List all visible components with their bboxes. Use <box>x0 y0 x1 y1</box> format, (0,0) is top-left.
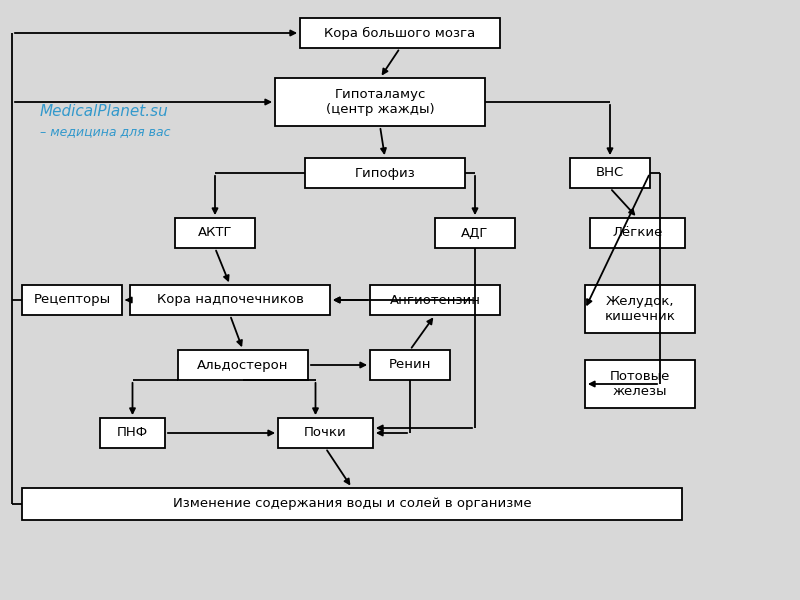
FancyBboxPatch shape <box>22 285 122 315</box>
Text: Гипофиз: Гипофиз <box>354 166 415 179</box>
Text: Изменение содержания воды и солей в организме: Изменение содержания воды и солей в орга… <box>173 497 531 511</box>
FancyBboxPatch shape <box>585 360 695 408</box>
FancyBboxPatch shape <box>22 488 682 520</box>
FancyBboxPatch shape <box>275 78 485 126</box>
Text: Альдостерон: Альдостерон <box>198 358 289 371</box>
Text: Гипоталамус
(центр жажды): Гипоталамус (центр жажды) <box>326 88 434 116</box>
FancyBboxPatch shape <box>370 350 450 380</box>
Text: ПНФ: ПНФ <box>117 427 148 439</box>
Text: Почки: Почки <box>304 427 347 439</box>
FancyBboxPatch shape <box>435 218 515 248</box>
Text: Кора большого мозга: Кора большого мозга <box>324 26 476 40</box>
FancyBboxPatch shape <box>278 418 373 448</box>
FancyBboxPatch shape <box>590 218 685 248</box>
FancyBboxPatch shape <box>130 285 330 315</box>
Text: АДГ: АДГ <box>462 226 489 239</box>
FancyBboxPatch shape <box>305 158 465 188</box>
FancyBboxPatch shape <box>585 285 695 333</box>
Text: Потовые
железы: Потовые железы <box>610 370 670 398</box>
Text: Желудок,
кишечник: Желудок, кишечник <box>605 295 675 323</box>
FancyBboxPatch shape <box>178 350 308 380</box>
Text: Ангиотензин: Ангиотензин <box>390 293 481 307</box>
FancyBboxPatch shape <box>175 218 255 248</box>
FancyBboxPatch shape <box>570 158 650 188</box>
FancyBboxPatch shape <box>300 18 500 48</box>
Text: Рецепторы: Рецепторы <box>34 293 110 307</box>
Text: АКТГ: АКТГ <box>198 226 232 239</box>
FancyBboxPatch shape <box>100 418 165 448</box>
Text: MedicalPlanet.su: MedicalPlanet.su <box>40 104 169 119</box>
Text: Ренин: Ренин <box>389 358 431 371</box>
Text: Кора надпочечников: Кора надпочечников <box>157 293 303 307</box>
Text: – медицина для вас: – медицина для вас <box>40 125 170 139</box>
Text: Лёгкие: Лёгкие <box>612 226 662 239</box>
Text: ВНС: ВНС <box>596 166 624 179</box>
FancyBboxPatch shape <box>370 285 500 315</box>
